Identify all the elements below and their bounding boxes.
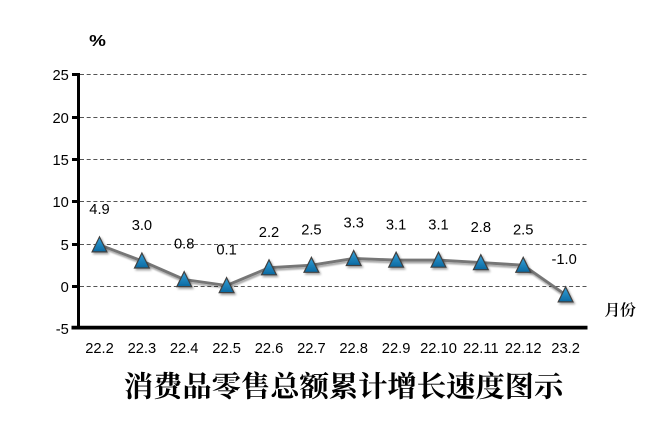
- svg-text:22.9: 22.9: [382, 341, 411, 357]
- svg-text:0.1: 0.1: [216, 243, 236, 259]
- svg-text:10: 10: [52, 195, 68, 211]
- svg-text:3.1: 3.1: [386, 217, 406, 233]
- svg-text:22.2: 22.2: [85, 341, 114, 357]
- svg-text:25: 25: [52, 68, 68, 84]
- svg-text:22.5: 22.5: [212, 341, 241, 357]
- svg-text:22.3: 22.3: [128, 341, 157, 357]
- svg-text:22.4: 22.4: [170, 341, 199, 357]
- svg-text:22.6: 22.6: [255, 341, 284, 357]
- svg-text:2.8: 2.8: [471, 220, 491, 236]
- svg-text:20: 20: [52, 111, 68, 127]
- svg-text:22.8: 22.8: [339, 341, 368, 357]
- svg-text:2.5: 2.5: [513, 222, 533, 238]
- svg-text:0: 0: [61, 280, 69, 296]
- svg-text:4.9: 4.9: [89, 202, 109, 218]
- svg-text:%: %: [89, 31, 106, 49]
- svg-text:2.5: 2.5: [301, 222, 321, 238]
- svg-text:22.10: 22.10: [420, 341, 457, 357]
- svg-text:3.0: 3.0: [132, 218, 152, 234]
- svg-text:22.7: 22.7: [297, 341, 326, 357]
- svg-text:2.2: 2.2: [259, 225, 279, 241]
- svg-text:-1.0: -1.0: [551, 252, 576, 268]
- svg-text:3.1: 3.1: [428, 217, 448, 233]
- svg-text:15: 15: [52, 153, 68, 169]
- svg-text:5: 5: [61, 238, 69, 254]
- svg-text:3.3: 3.3: [343, 216, 363, 232]
- svg-text:22.11: 22.11: [463, 341, 499, 357]
- svg-text:22.12: 22.12: [505, 341, 542, 357]
- svg-text:23.2: 23.2: [551, 341, 580, 357]
- svg-text:0.8: 0.8: [174, 237, 194, 253]
- svg-text:-5: -5: [56, 322, 69, 338]
